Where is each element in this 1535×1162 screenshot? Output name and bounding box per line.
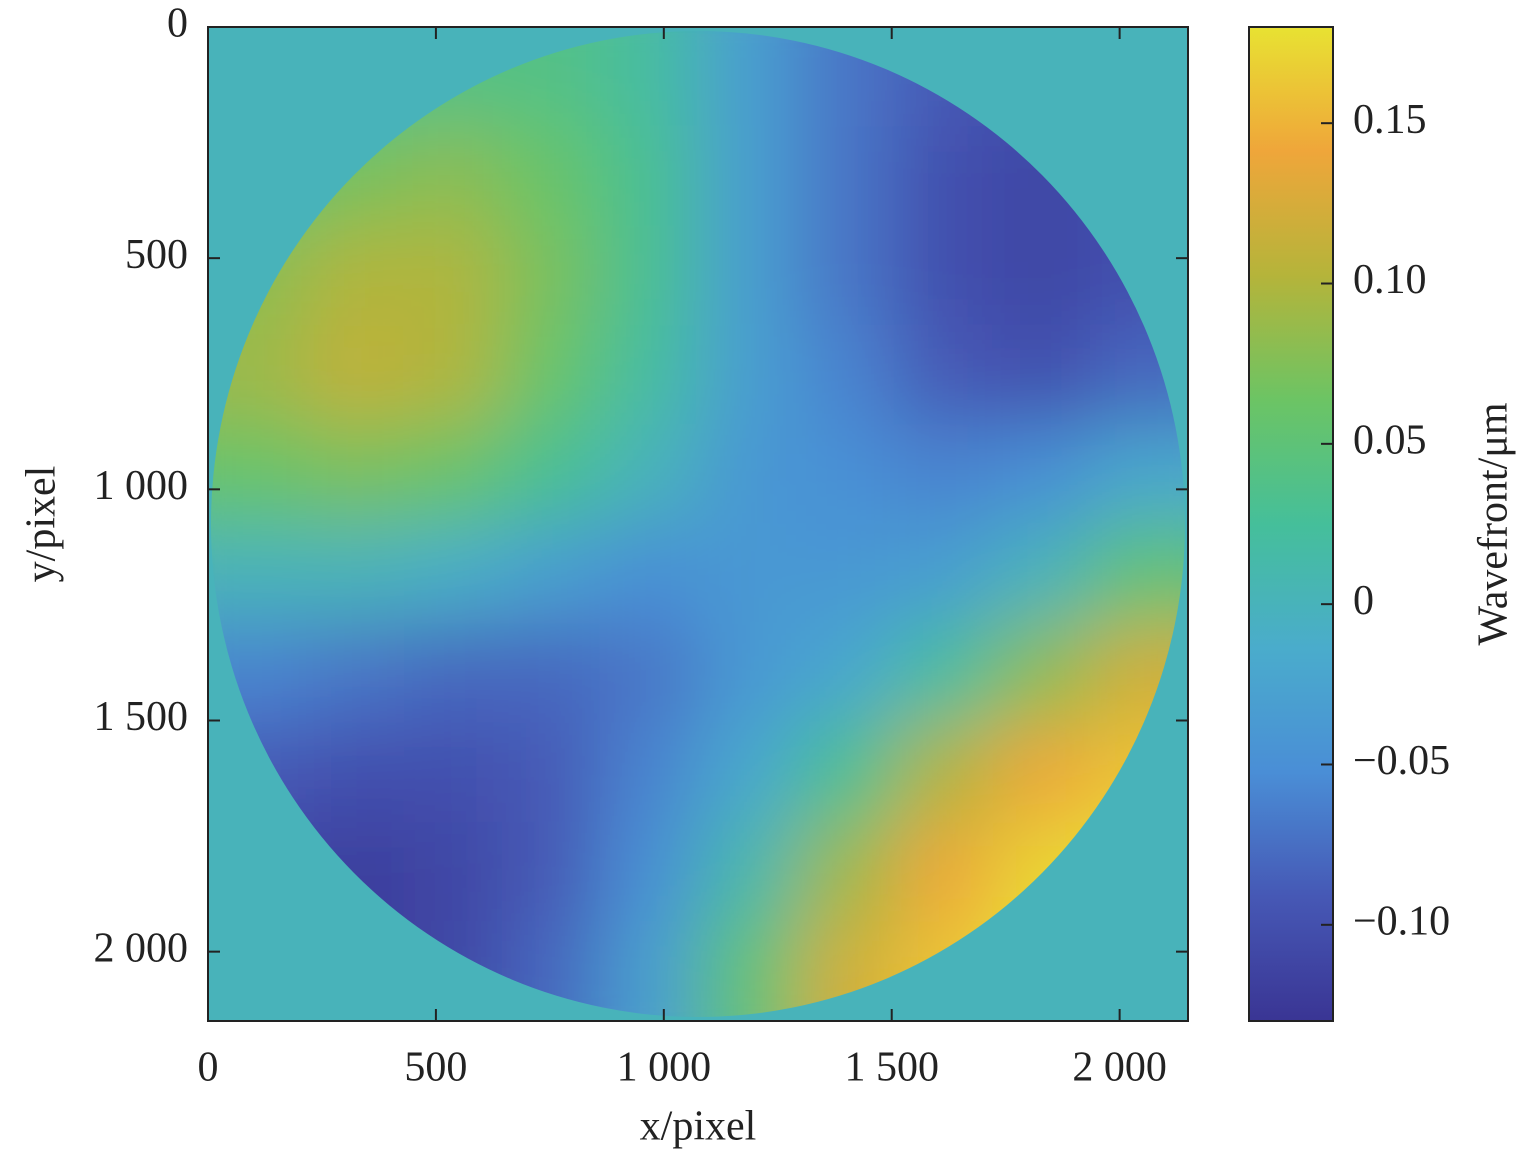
heat-cell — [211, 424, 307, 525]
heat-cell — [403, 424, 503, 525]
heat-cell — [991, 722, 1091, 823]
heat-cell — [991, 623, 1091, 724]
heat-cell — [501, 722, 601, 823]
heat-cell — [697, 126, 797, 227]
heat-cell — [599, 324, 699, 426]
x-tick-label: 1 500 — [844, 1045, 939, 1091]
heat-cell — [697, 523, 797, 625]
x-axis-label: x/pixel — [640, 1104, 757, 1150]
heat-cell — [501, 324, 601, 426]
heat-cell — [893, 821, 993, 923]
heat-cell — [501, 821, 601, 923]
heat-cell — [991, 523, 1091, 625]
heat-cell — [697, 921, 797, 1017]
heat-cell — [599, 126, 699, 227]
x-tick-label: 500 — [404, 1045, 467, 1091]
x-tick-label: 1 000 — [617, 1045, 712, 1091]
heat-cell — [599, 523, 699, 625]
heat-cell — [403, 324, 503, 426]
colorbar-tick-label: 0.15 — [1353, 97, 1427, 143]
heat-cell — [795, 126, 895, 227]
heat-cell — [795, 623, 895, 724]
heat-cell — [893, 225, 993, 326]
heat-cell — [697, 821, 797, 923]
heat-cell — [403, 623, 503, 724]
heat-cell — [599, 31, 699, 128]
heat-cell — [893, 523, 993, 625]
heat-cell — [795, 722, 895, 823]
colorbar-tick-label: 0.05 — [1353, 417, 1427, 463]
heat-cell — [501, 424, 601, 525]
heat-cell — [599, 921, 699, 1017]
heat-cell — [697, 722, 797, 823]
heat-cell — [893, 623, 993, 724]
heat-cell — [697, 225, 797, 326]
heat-cell — [795, 225, 895, 326]
heat-cell — [991, 225, 1091, 326]
colorbar-tick-label: 0 — [1353, 578, 1374, 624]
heat-cell — [795, 324, 895, 426]
heat-cell — [501, 225, 601, 326]
heat-cell — [893, 324, 993, 426]
heat-cell — [991, 424, 1091, 525]
heat-cell — [697, 424, 797, 525]
heat-cell — [795, 424, 895, 525]
heat-cell — [211, 523, 307, 625]
heat-cell — [501, 623, 601, 724]
colorbar-tick-label: −0.10 — [1353, 898, 1450, 944]
colorbar — [1248, 26, 1334, 1022]
heat-cell — [305, 722, 405, 823]
heat-cell — [305, 623, 405, 724]
heat-cell — [305, 324, 405, 426]
y-tick-label: 1 500 — [94, 694, 189, 740]
plot-frame — [207, 26, 1189, 1022]
heat-cell — [991, 324, 1091, 426]
heat-cell — [599, 623, 699, 724]
y-tick-label: 2 000 — [94, 925, 189, 971]
heat-cell — [697, 31, 797, 128]
heat-cell — [1089, 523, 1185, 625]
heat-cell — [893, 126, 993, 227]
heat-cell — [599, 424, 699, 525]
y-tick-label: 500 — [125, 232, 188, 278]
heat-cell — [305, 424, 405, 525]
heat-cell — [599, 722, 699, 823]
heat-cell — [893, 722, 993, 823]
heat-cell — [305, 523, 405, 625]
heat-cell — [893, 424, 993, 525]
y-axis-label: y/pixel — [19, 466, 65, 583]
heat-cell — [795, 821, 895, 923]
heat-cell — [403, 821, 503, 923]
heat-cell — [501, 126, 601, 227]
y-tick-label: 1 000 — [94, 463, 189, 509]
x-tick-label: 0 — [198, 1045, 219, 1091]
heat-cell — [599, 821, 699, 923]
heat-cell — [1089, 424, 1185, 525]
colorbar-tick-label: −0.05 — [1353, 738, 1450, 784]
heat-cell — [697, 623, 797, 724]
heat-cell — [305, 225, 405, 326]
colorbar-tick-label: 0.10 — [1353, 257, 1427, 303]
heat-cell — [403, 523, 503, 625]
heat-cell — [403, 722, 503, 823]
heat-cell — [599, 225, 699, 326]
heat-cell — [795, 523, 895, 625]
heat-cell — [697, 324, 797, 426]
colorbar-label: Wavefront/μm — [1471, 402, 1517, 645]
x-tick-label: 2 000 — [1072, 1045, 1167, 1091]
heat-cell — [501, 523, 601, 625]
heat-cell — [403, 225, 503, 326]
y-tick-label: 0 — [167, 1, 188, 47]
heat-cell — [403, 126, 503, 227]
